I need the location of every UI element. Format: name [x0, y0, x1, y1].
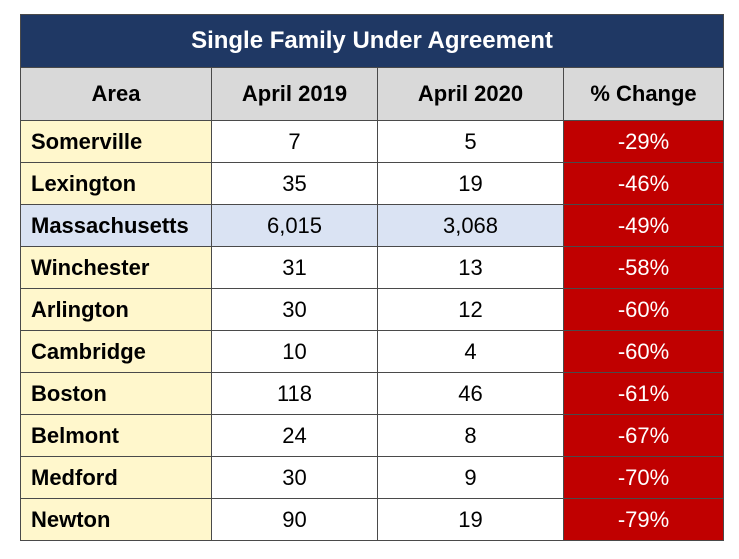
april-2019-value-cell: 30 [211, 288, 378, 331]
table-row: Massachusetts 6,015 3,068 -49% [20, 204, 724, 247]
percent-change-cell: -79% [563, 498, 724, 541]
area-name-cell: Somerville [20, 120, 212, 163]
area-name-cell: Arlington [20, 288, 212, 331]
percent-change-cell: -29% [563, 120, 724, 163]
column-header-area: Area [20, 67, 212, 121]
april-2019-value-cell: 118 [211, 372, 378, 415]
april-2020-value-cell: 46 [377, 372, 564, 415]
april-2020-value-cell: 4 [377, 330, 564, 373]
table-row: Lexington 35 19 -46% [20, 162, 724, 205]
april-2019-value-cell: 10 [211, 330, 378, 373]
area-name-cell: Boston [20, 372, 212, 415]
april-2019-value-cell: 31 [211, 246, 378, 289]
column-header-percent-change: % Change [563, 67, 724, 121]
april-2019-value-cell: 90 [211, 498, 378, 541]
percent-change-cell: -61% [563, 372, 724, 415]
percent-change-cell: -67% [563, 414, 724, 457]
april-2020-value-cell: 13 [377, 246, 564, 289]
table-row: Cambridge 10 4 -60% [20, 330, 724, 373]
area-name-cell: Winchester [20, 246, 212, 289]
percent-change-cell: -60% [563, 330, 724, 373]
april-2019-value-cell: 6,015 [211, 204, 378, 247]
april-2020-value-cell: 19 [377, 498, 564, 541]
table-container: Single Family Under Agreement Area April… [20, 14, 724, 541]
april-2020-value-cell: 19 [377, 162, 564, 205]
percent-change-cell: -46% [563, 162, 724, 205]
table-row: Newton 90 19 -79% [20, 498, 724, 541]
april-2019-value-cell: 24 [211, 414, 378, 457]
area-name-cell: Belmont [20, 414, 212, 457]
under-agreement-table: Single Family Under Agreement Area April… [20, 14, 724, 541]
table-row: Belmont 24 8 -67% [20, 414, 724, 457]
table-title: Single Family Under Agreement [20, 14, 724, 68]
table-body: Somerville 7 5 -29% Lexington 35 19 -46% Massach… [20, 120, 724, 541]
april-2020-value-cell: 9 [377, 456, 564, 499]
april-2020-value-cell: 5 [377, 120, 564, 163]
table-row: Medford 30 9 -70% [20, 456, 724, 499]
area-name-cell: Massachusetts [20, 204, 212, 247]
april-2020-value-cell: 8 [377, 414, 564, 457]
area-name-cell: Newton [20, 498, 212, 541]
table-row: Somerville 7 5 -29% [20, 120, 724, 163]
april-2019-value-cell: 7 [211, 120, 378, 163]
percent-change-cell: -60% [563, 288, 724, 331]
april-2019-value-cell: 30 [211, 456, 378, 499]
column-header-april-2019: April 2019 [211, 67, 378, 121]
table-row: Arlington 30 12 -60% [20, 288, 724, 331]
table-row: Winchester 31 13 -58% [20, 246, 724, 289]
column-header-april-2020: April 2020 [377, 67, 564, 121]
april-2020-value-cell: 12 [377, 288, 564, 331]
april-2019-value-cell: 35 [211, 162, 378, 205]
area-name-cell: Lexington [20, 162, 212, 205]
table-row: Boston 118 46 -61% [20, 372, 724, 415]
area-name-cell: Medford [20, 456, 212, 499]
area-name-cell: Cambridge [20, 330, 212, 373]
percent-change-cell: -58% [563, 246, 724, 289]
april-2020-value-cell: 3,068 [377, 204, 564, 247]
percent-change-cell: -49% [563, 204, 724, 247]
percent-change-cell: -70% [563, 456, 724, 499]
